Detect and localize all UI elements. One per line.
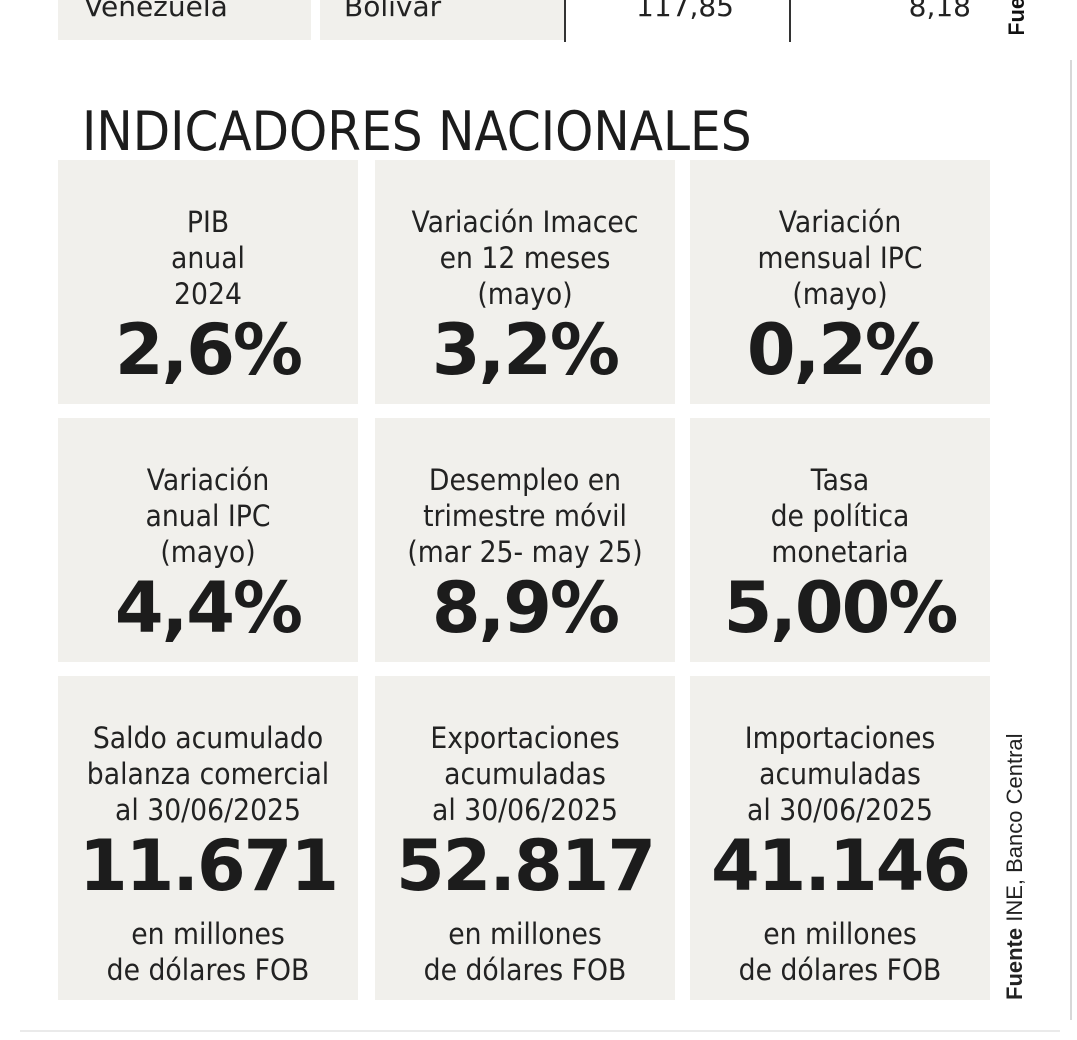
source-text: INE, Banco Central	[1002, 733, 1027, 928]
indicator-card-tpm: Tasa de política monetaria 5,00%	[690, 418, 990, 662]
card-value: 0,2%	[746, 309, 935, 391]
indicator-card-ipc-anual: Variación anual IPC (mayo) 4,4%	[58, 418, 358, 662]
card-label: Variación Imacec en 12 meses (mayo)	[411, 205, 639, 311]
page-edge-right	[1070, 60, 1072, 1020]
indicator-card-balanza: Saldo acumulado balanza comercial al 30/…	[58, 676, 358, 1000]
section-title: INDICADORES NACIONALES	[82, 100, 752, 163]
page-edge-bottom	[20, 1030, 1060, 1032]
card-value: 5,00%	[723, 567, 959, 649]
card-unit: en millones de dólares FOB	[106, 917, 310, 987]
card-value: 8,9%	[431, 567, 620, 649]
indicator-card-pib: PIB anual 2024 2,6%	[58, 160, 358, 404]
value-2: 8,18	[908, 0, 971, 23]
country-name: Venezuela	[84, 0, 228, 23]
card-label: Exportaciones acumuladas al 30/06/2025	[430, 721, 620, 827]
card-label: PIB anual 2024	[171, 205, 245, 311]
card-unit: en millones de dólares FOB	[738, 917, 942, 987]
card-value: 11.671	[78, 825, 339, 907]
indicator-card-exportaciones: Exportaciones acumuladas al 30/06/2025 5…	[375, 676, 675, 1000]
previous-table-row: Venezuela Bolívar 117,85 8,18 Fue	[0, 0, 1077, 42]
indicator-card-importaciones: Importaciones acumuladas al 30/06/2025 4…	[690, 676, 990, 1000]
indicator-card-ipc-mensual: Variación mensual IPC (mayo) 0,2%	[690, 160, 990, 404]
value-2-cell: 8,18	[791, 0, 971, 40]
indicator-card-imacec: Variación Imacec en 12 meses (mayo) 3,2%	[375, 160, 675, 404]
value-1-cell: 117,85	[566, 0, 734, 40]
source-credit: Fuente INE, Banco Central	[1002, 733, 1028, 1000]
card-label: Variación anual IPC (mayo)	[145, 463, 271, 569]
card-value: 4,4%	[114, 567, 303, 649]
source-label: Fuente	[1002, 927, 1027, 1000]
card-value: 3,2%	[431, 309, 620, 391]
currency-cell: Bolívar	[320, 0, 565, 40]
column-divider	[564, 0, 566, 42]
card-label: Desempleo en trimestre móvil (mar 25- ma…	[407, 463, 643, 569]
card-label: Variación mensual IPC (mayo)	[757, 205, 923, 311]
card-label: Saldo acumulado balanza comercial al 30/…	[86, 721, 330, 827]
column-divider	[789, 0, 791, 42]
value-1: 117,85	[636, 0, 734, 23]
card-value: 2,6%	[114, 309, 303, 391]
indicator-card-desempleo: Desempleo en trimestre móvil (mar 25- ma…	[375, 418, 675, 662]
card-label: Importaciones acumuladas al 30/06/2025	[744, 721, 936, 827]
card-value: 41.146	[710, 825, 971, 907]
card-label: Tasa de política monetaria	[770, 463, 910, 569]
currency-name: Bolívar	[344, 0, 442, 23]
country-cell: Venezuela	[58, 0, 311, 40]
source-fragment: Fue	[1004, 0, 1029, 34]
card-unit: en millones de dólares FOB	[423, 917, 627, 987]
card-value: 52.817	[395, 825, 656, 907]
